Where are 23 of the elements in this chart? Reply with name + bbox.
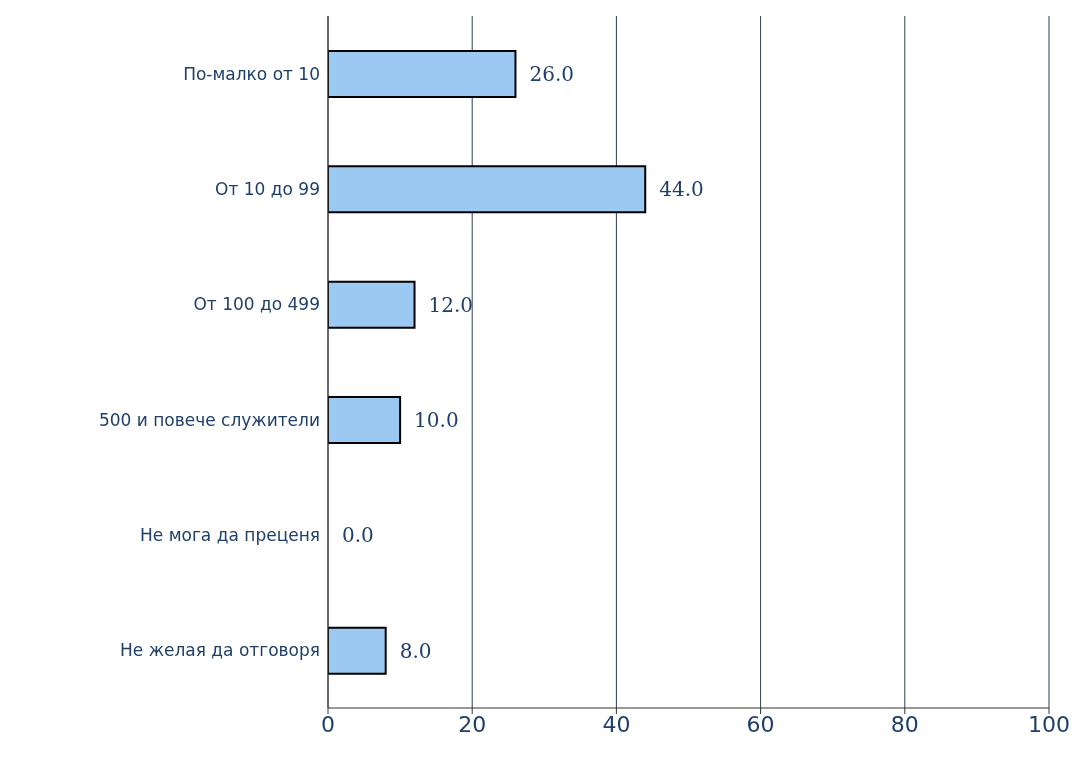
x-tick-label: 20: [458, 711, 487, 737]
x-tick-label: 0: [321, 711, 335, 737]
bar: [328, 165, 647, 214]
y-tick-label: По-малко от 10: [183, 63, 320, 84]
y-tick-label: Не желая да отговоря: [120, 640, 320, 661]
bar: [328, 50, 517, 98]
data-label: 12.0: [428, 292, 474, 317]
data-label: 8.0: [399, 638, 432, 663]
y-tick-label: 500 и повече служители: [98, 409, 320, 430]
y-tick-label: Не мога да преценя: [140, 525, 320, 546]
x-tick-label: 100: [1028, 711, 1070, 737]
y-tick-label: От 10 до 99: [215, 179, 320, 200]
x-tick-label: 60: [746, 711, 775, 737]
bar: [328, 280, 416, 329]
data-label: 10.0: [414, 408, 459, 432]
y-tick-label: От 100 до 499: [193, 294, 320, 315]
x-tick-label: 80: [890, 711, 919, 737]
data-label: 0.0: [342, 523, 374, 548]
data-label: 26.0: [529, 62, 574, 86]
data-label: 44.0: [659, 177, 704, 202]
bar: [328, 626, 387, 675]
x-tick-label: 40: [602, 711, 631, 737]
bar: [328, 396, 402, 444]
